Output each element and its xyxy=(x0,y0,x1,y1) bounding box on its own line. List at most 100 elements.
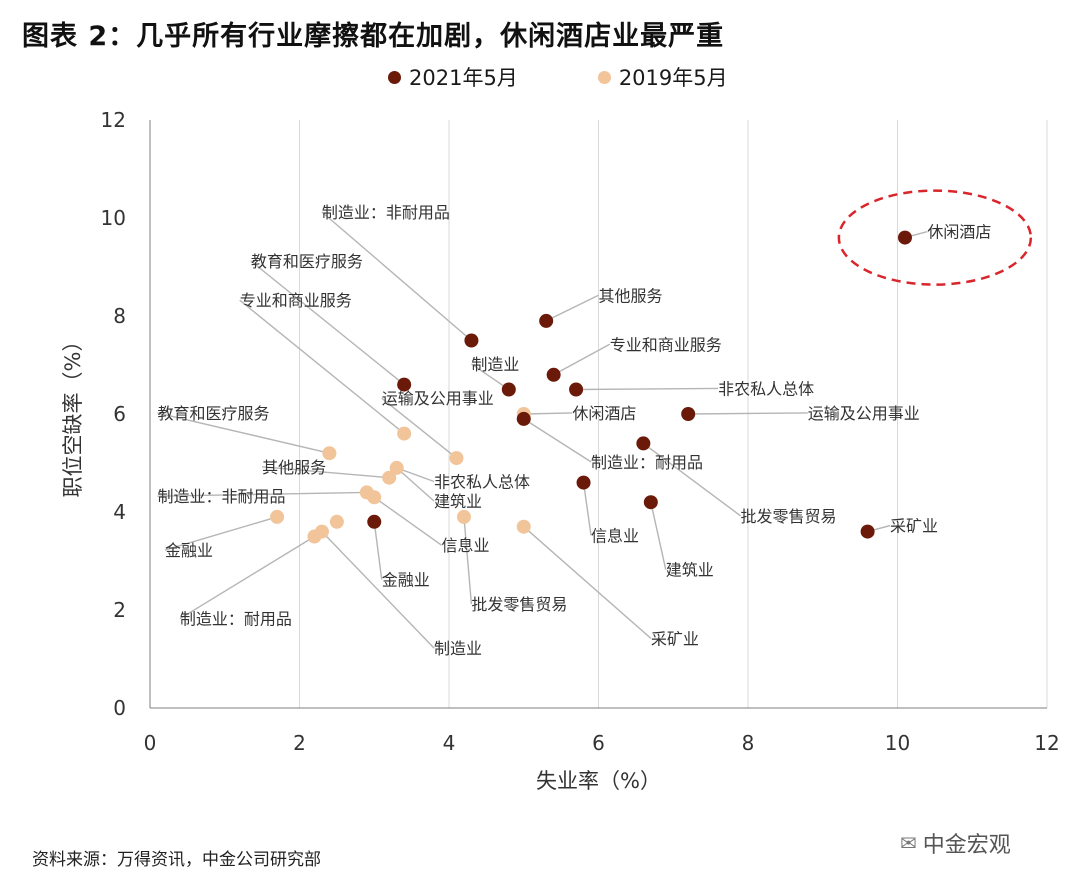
x-tick-label-4: 8 xyxy=(742,731,755,755)
y-axis-title: 职位空缺率（%） xyxy=(61,331,85,498)
point-2021-8 xyxy=(636,436,651,451)
leader-line-6 xyxy=(576,387,719,391)
x-axis-title: 失业率（%） xyxy=(536,769,661,793)
leader-line-0 xyxy=(321,211,472,342)
leader-line-14 xyxy=(396,467,435,502)
data-label-15: 制造业：非耐用品 xyxy=(157,487,285,506)
wechat-icon: ✉ xyxy=(900,831,917,855)
x-tick-label-3: 6 xyxy=(592,731,605,755)
point-2021-10 xyxy=(643,495,658,510)
point-2021-9 xyxy=(576,475,591,490)
y-tick-label-3: 6 xyxy=(113,402,126,426)
x-tick-label-1: 2 xyxy=(293,731,306,755)
data-label-6: 非农私人总体 xyxy=(718,379,814,398)
data-label-25: 采矿业 xyxy=(651,629,699,648)
leader-line-21 xyxy=(650,502,667,570)
data-label-3: 其他服务 xyxy=(599,286,663,305)
legend-item-2019: 2019年5月 xyxy=(597,62,728,92)
leader-line-8 xyxy=(523,412,573,415)
point-2019-7 xyxy=(359,485,374,500)
leader-line-5 xyxy=(471,363,510,391)
data-label-22: 金融业 xyxy=(382,571,430,590)
chart-title: 图表 2：几乎所有行业摩擦都在加剧，休闲酒店业最严重 xyxy=(22,21,725,52)
point-2019-8 xyxy=(456,509,471,524)
leader-line-25 xyxy=(523,526,652,639)
leader-line-2 xyxy=(239,299,405,435)
legend: 2021年5月 2019年5月 xyxy=(388,62,728,92)
point-2019-5 xyxy=(382,470,397,485)
legend-label-2021: 2021年5月 xyxy=(409,66,518,90)
point-2021-3 xyxy=(546,367,561,382)
point-2021-13 xyxy=(897,230,912,245)
legend-marker-2019 xyxy=(597,70,611,84)
source-note: 资料来源：万得资讯，中金公司研究部 xyxy=(32,850,321,870)
data-label-20: 金融业 xyxy=(165,541,213,560)
point-2019-3 xyxy=(322,446,337,461)
point-2019-4 xyxy=(389,460,404,475)
x-tick-label-6: 12 xyxy=(1034,731,1059,755)
point-2021-12 xyxy=(860,524,875,539)
x-tick-label-2: 4 xyxy=(443,731,456,755)
y-tick-label-6: 12 xyxy=(101,108,126,132)
leader-line-9 xyxy=(688,412,808,415)
leader-line-7 xyxy=(381,397,457,459)
leader-line-24 xyxy=(179,535,315,620)
leader-line-22 xyxy=(373,521,383,580)
point-2019-11 xyxy=(329,514,344,529)
leader-line-1 xyxy=(250,260,405,386)
leader-line-16 xyxy=(642,442,741,517)
point-2021-1 xyxy=(539,313,554,328)
data-label-17: 采矿业 xyxy=(890,517,938,536)
leader-line-11 xyxy=(523,418,592,463)
leader-line-15 xyxy=(157,491,367,497)
leader-line-3 xyxy=(545,294,599,322)
point-2021-4 xyxy=(501,382,516,397)
watermark: ✉ 中金宏观 xyxy=(900,827,1011,859)
data-label-13: 其他服务 xyxy=(262,458,326,477)
data-label-16: 批发零售贸易 xyxy=(741,507,837,526)
data-label-18: 信息业 xyxy=(591,526,639,545)
data-label-11: 制造业：耐用品 xyxy=(591,453,703,472)
y-tick-label-5: 10 xyxy=(101,206,126,230)
data-label-7: 运输及公用事业 xyxy=(382,389,494,408)
data-label-24: 制造业：耐用品 xyxy=(180,610,292,629)
point-2021-7 xyxy=(516,411,531,426)
x-tick-label-0: 0 xyxy=(144,731,157,755)
data-label-5: 制造业 xyxy=(471,355,519,374)
leader-line-23 xyxy=(463,516,473,605)
legend-marker-2021 xyxy=(388,70,401,84)
point-2019-9 xyxy=(516,519,531,534)
y-tick-label-2: 4 xyxy=(113,500,126,524)
leader-line-13 xyxy=(262,466,390,479)
data-label-4: 专业和商业服务 xyxy=(610,335,722,354)
data-label-21: 建筑业 xyxy=(666,561,714,580)
point-2019-0 xyxy=(397,426,412,441)
data-label-8: 休闲酒店 xyxy=(572,404,636,423)
leader-line-18 xyxy=(582,482,592,536)
leader-line-10 xyxy=(157,412,330,454)
data-label-12: 非农私人总体 xyxy=(434,473,530,492)
data-label-2: 专业和商业服务 xyxy=(240,291,352,310)
leader-line-26 xyxy=(321,531,435,649)
data-label-9: 运输及公用事业 xyxy=(808,404,920,423)
scatter-chart: 0 2 4 6 8 10 12 0 2 4 6 8 10 12 失业率（%） 职位空缺率（%） 制造业：非耐用品… xyxy=(61,108,1060,793)
leader-line-20 xyxy=(164,516,278,551)
point-2019-13 xyxy=(307,529,322,544)
legend-item-2021: 2021年5月 xyxy=(388,62,518,92)
x-tick-label-5: 10 xyxy=(885,731,910,755)
data-label-14: 建筑业 xyxy=(434,492,482,511)
data-label-19: 信息业 xyxy=(442,536,490,555)
point-2019-10 xyxy=(270,509,285,524)
data-label-1: 教育和医疗服务 xyxy=(251,252,363,271)
leader-line-4 xyxy=(553,343,611,376)
y-tick-label-1: 2 xyxy=(113,598,126,622)
y-tick-label-0: 0 xyxy=(113,696,126,720)
point-2021-11 xyxy=(367,514,382,529)
leader-line-19 xyxy=(373,496,442,546)
data-label-0: 制造业：非耐用品 xyxy=(322,203,450,222)
data-label-10: 教育和医疗服务 xyxy=(157,404,269,423)
point-2021-2 xyxy=(397,377,412,392)
point-2021-6 xyxy=(681,407,696,421)
data-label-26: 制造业 xyxy=(434,639,482,658)
watermark-text: 中金宏观 xyxy=(922,833,1011,858)
